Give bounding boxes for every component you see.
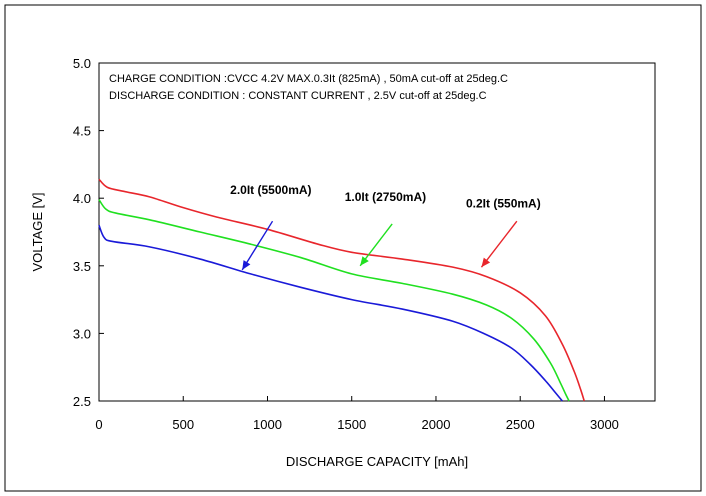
series-line-0 [98,178,586,402]
series-group [98,178,586,402]
annotation-group: 2.0It (5500mA) 1.0It (2750mA) 0.2It (550mA… [230,183,541,271]
x-tick-label: 1500 [337,417,366,432]
discharge-condition-note: DISCHARGE CONDITION : CONSTANT CURRENT ,… [109,90,487,102]
series-label-2: 0.2It (550mA) [466,197,541,211]
x-tick-label: 2500 [506,417,535,432]
y-axis-label: VOLTAGE [V] [30,193,45,272]
series-arrowhead-2 [481,257,491,268]
x-tick-label: 500 [172,417,194,432]
tick-group: 0 500 1000 1500 2000 2500 3000 2.5 3.0 3.5 4.0 4.5 5… [73,56,619,432]
y-tick-label: 3.5 [73,259,91,274]
series-arrow-2 [480,220,518,268]
x-tick-label: 2000 [422,417,451,432]
y-tick-label: 4.5 [73,124,91,139]
y-tick-label: 5.0 [73,56,91,71]
y-tick-label: 3.0 [73,326,91,341]
series-label-0: 2.0It (5500mA) [230,183,311,197]
series-label-1: 1.0It (2750mA) [345,190,426,204]
series-arrowhead-1 [360,256,369,266]
x-tick-label: 0 [95,417,102,432]
plot-area [98,62,656,402]
series-arrowhead-0 [242,260,251,270]
series-line-1 [98,199,570,402]
x-axis-label: DISCHARGE CAPACITY [mAh] [286,454,468,469]
x-tick-label: 3000 [590,417,619,432]
series-arrow-0 [241,220,274,271]
x-tick-label: 1000 [253,417,282,432]
y-tick-label: 4.0 [73,191,91,206]
y-tick-label: 2.5 [73,394,91,409]
series-line-2 [98,224,563,402]
charge-condition-note: CHARGE CONDITION :CVCC 4.2V MAX.0.3It (8… [109,73,508,85]
